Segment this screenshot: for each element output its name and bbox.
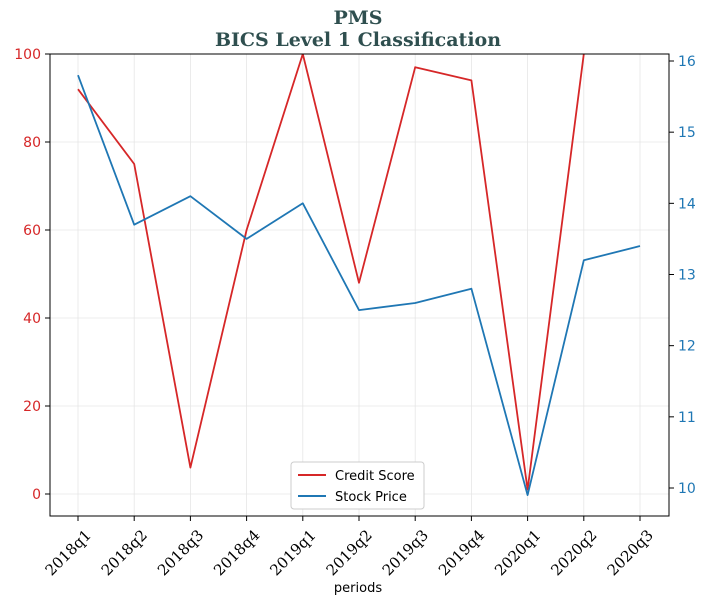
right-tick-label: 15 [678,125,696,141]
right-axis: 10 11 12 13 14 15 16 [669,54,696,497]
right-tick-label: 16 [678,54,696,70]
legend-stock-price-label: Stock Price [335,490,407,505]
x-tick-label: 2019q3 [379,526,432,579]
left-tick-label: 40 [23,311,41,327]
right-tick-label: 12 [678,339,696,355]
x-axis-label: periods [334,581,382,596]
left-tick-label: 0 [32,487,41,503]
x-tick-label: 2018q3 [154,526,207,579]
series-line-stock-price [77,74,641,497]
chart-title-line2: BICS Level 1 Classification [215,29,501,51]
x-tick-label: 2018q4 [210,526,263,579]
right-tick-label: 10 [678,481,696,497]
x-tick-label: 2018q1 [42,526,95,579]
x-tick-label: 2020q3 [604,526,657,579]
x-tick-label: 2018q2 [98,526,151,579]
legend-box [290,461,425,510]
left-tick-label: 100 [14,47,41,63]
right-tick-label: 14 [678,196,696,212]
grid [50,53,669,516]
chart-title-line1: PMS [333,7,382,29]
left-tick-label: 60 [23,223,41,239]
x-axis: 2018q1 2018q2 2018q3 2018q4 2019q1 2019q2 2019… [42,516,657,579]
right-tick-label: 11 [678,410,696,426]
legend-credit-score-label: Credit Score [335,469,415,484]
x-tick-label: 2019q2 [323,526,376,579]
x-tick-label: 2019q4 [435,526,488,579]
left-tick-label: 20 [23,399,41,415]
plot-lines [77,54,641,497]
x-tick-label: 2019q1 [266,526,319,579]
x-tick-label: 2020q1 [491,526,544,579]
series-line-credit-score [77,54,585,491]
x-tick-label: 2020q2 [547,526,600,579]
plot-frame [49,53,670,517]
right-tick-label: 13 [678,268,696,284]
legend: Credit Score Stock Price [290,461,425,510]
left-axis: 0 20 40 60 80 100 [14,47,50,503]
left-tick-label: 80 [23,135,41,151]
